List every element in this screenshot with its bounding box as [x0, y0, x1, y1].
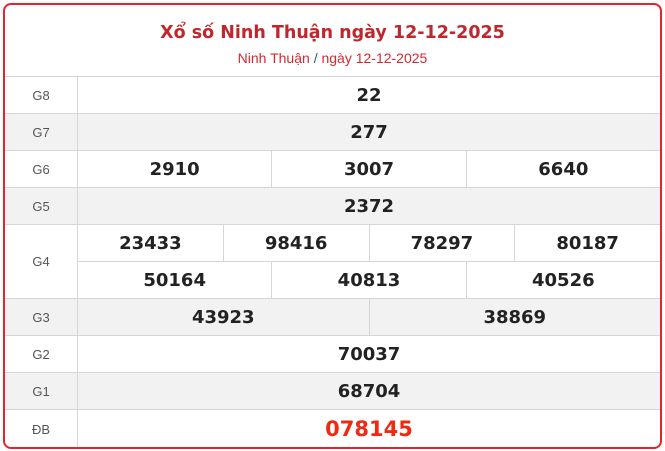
prize-number: 38869	[368, 299, 661, 335]
prize-row-g1: G1 68704	[5, 373, 660, 410]
page-title: Xổ số Ninh Thuận ngày 12-12-2025	[160, 23, 505, 43]
prize-label: G3	[5, 299, 78, 335]
prize-number: 43923	[191, 306, 255, 328]
results-table: G8 22 G7 277 G6 2910 3007 6640 G5 2372 G4 23433 9841…	[5, 77, 660, 447]
prize-line: 277	[78, 114, 660, 150]
prize-number: 98416	[222, 225, 369, 261]
breadcrumb-separator: /	[313, 50, 318, 66]
prize-row-g2: G2 70037	[5, 336, 660, 373]
prize-label: G5	[5, 188, 78, 224]
prize-label: G6	[5, 151, 78, 187]
prize-line: 50164 40813 40526	[78, 261, 660, 298]
prize-number: 22	[356, 84, 382, 106]
prize-label: G1	[5, 373, 78, 409]
prize-number: 68704	[337, 380, 401, 402]
special-prize-number: 078145	[325, 417, 413, 441]
prize-number: 2372	[343, 195, 395, 217]
prize-line: 078145	[78, 410, 660, 447]
prize-number: 6640	[465, 151, 660, 187]
prize-number: 277	[350, 121, 388, 143]
prize-number: 23433	[119, 232, 182, 254]
prize-row-g5: G5 2372	[5, 188, 660, 225]
prize-number: 2910	[149, 158, 200, 180]
prize-line: 70037	[78, 336, 660, 372]
prize-number: 50164	[143, 269, 206, 291]
prize-row-g4: G4 23433 98416 78297 80187 50164 40813 40526	[5, 225, 660, 299]
prize-label: ĐB	[5, 410, 78, 447]
prize-line: 2910 3007 6640	[78, 151, 660, 187]
prize-line: 2372	[78, 188, 660, 224]
results-header: Xổ số Ninh Thuận ngày 12-12-2025 Ninh Th…	[5, 5, 660, 77]
prize-row-db: ĐB 078145	[5, 410, 660, 447]
breadcrumb: Ninh Thuận / ngày 12-12-2025	[5, 49, 660, 67]
lottery-results-card: Xổ số Ninh Thuận ngày 12-12-2025 Ninh Th…	[3, 3, 662, 449]
prize-line: 23433 98416 78297 80187	[78, 225, 660, 261]
prize-number: 3007	[271, 151, 465, 187]
prize-number: 40526	[465, 262, 660, 298]
prize-number: 40813	[271, 262, 465, 298]
prize-number: 70037	[337, 343, 401, 365]
prize-number: 80187	[514, 225, 660, 261]
prize-row-g3: G3 43923 38869	[5, 299, 660, 336]
breadcrumb-date-link[interactable]: ngày 12-12-2025	[321, 50, 428, 66]
prize-line: 68704	[78, 373, 660, 409]
prize-line: 43923 38869	[78, 299, 660, 335]
prize-label: G2	[5, 336, 78, 372]
prize-number: 78297	[368, 225, 515, 261]
prize-row-g7: G7 277	[5, 114, 660, 151]
breadcrumb-province-link[interactable]: Ninh Thuận	[237, 50, 310, 66]
prize-line: 22	[78, 77, 660, 113]
prize-label: G7	[5, 114, 78, 150]
prize-label: G4	[5, 225, 78, 298]
prize-row-g8: G8 22	[5, 77, 660, 114]
prize-row-g6: G6 2910 3007 6640	[5, 151, 660, 188]
prize-label: G8	[5, 77, 78, 113]
